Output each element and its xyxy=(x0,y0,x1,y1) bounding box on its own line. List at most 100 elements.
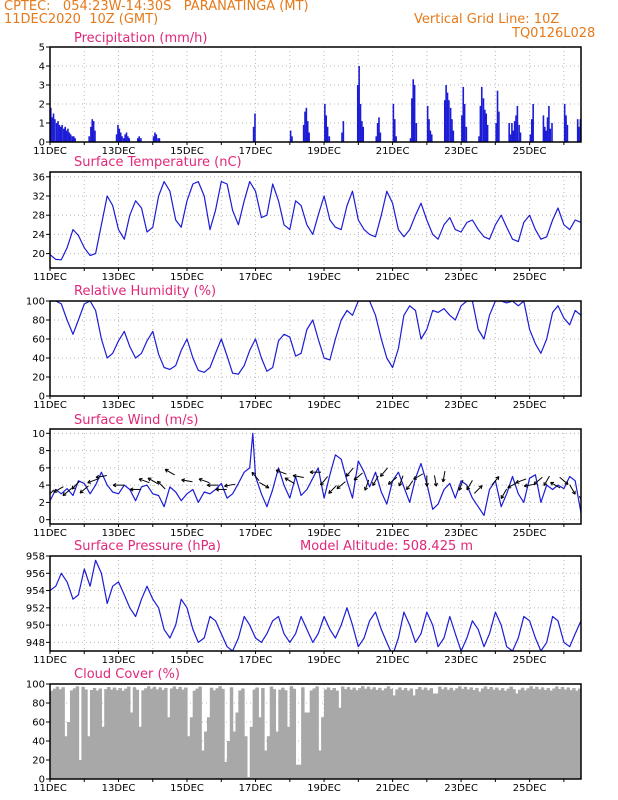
cloud-bar xyxy=(423,687,428,779)
cloud-bar xyxy=(557,689,562,779)
cloud-bar xyxy=(229,687,234,779)
x-tick-label: 19DEC xyxy=(307,783,341,794)
cloud-bar xyxy=(409,688,414,779)
wind-arrow-shaft xyxy=(491,476,500,486)
wind-arrow-shaft xyxy=(53,486,64,493)
wind-arrow xyxy=(345,467,354,477)
cloud-bar xyxy=(158,687,162,779)
header-station: CPTEC: 054:23W-14:30S PARANATINGA (MT) xyxy=(4,0,309,14)
cloud-bar xyxy=(537,689,542,779)
cloud-bar xyxy=(278,689,282,779)
wind-arrow-head xyxy=(292,473,297,477)
x-tick-label: 21DEC xyxy=(376,400,410,411)
cloud-bar xyxy=(269,686,274,779)
precip-bar xyxy=(302,124,305,142)
x-tick-label: 25DEC xyxy=(513,146,547,157)
series-line xyxy=(50,181,581,261)
precip-bar xyxy=(63,128,65,142)
precip-bar xyxy=(252,126,255,142)
cloud-bar xyxy=(372,687,376,779)
wind-arrow-shaft xyxy=(406,480,414,490)
wind-arrow xyxy=(466,480,473,491)
cloud-bar xyxy=(184,687,188,779)
wind-arrow-head xyxy=(112,483,117,486)
wind-arrow xyxy=(353,472,363,481)
precip-bar xyxy=(359,104,362,142)
precip-bar xyxy=(375,136,378,142)
wind-arrow-head xyxy=(523,483,528,487)
cloud-bar xyxy=(252,689,257,779)
wind-arrow xyxy=(433,475,438,487)
precip-bar xyxy=(496,90,499,142)
cloud-bar xyxy=(383,688,388,779)
cloud-bar xyxy=(495,687,499,779)
wind-arrow-shaft xyxy=(466,480,473,491)
precip-bar xyxy=(452,130,455,142)
cloud-bar xyxy=(292,688,297,779)
wind-arrow-head xyxy=(320,481,322,486)
cloud-bar xyxy=(255,687,259,779)
wind-arrow xyxy=(320,476,328,486)
cloud-bar xyxy=(92,687,97,779)
precip-bar xyxy=(328,136,331,142)
x-tick-label: 11DEC xyxy=(33,655,67,666)
precip-bar xyxy=(90,126,92,142)
precip-bar xyxy=(551,123,553,142)
wind-arrow-shaft xyxy=(198,478,210,484)
x-tick-label: 17DEC xyxy=(239,400,273,411)
wind-arrow-head xyxy=(533,480,536,485)
precip-bar xyxy=(138,136,140,142)
cloud-bar xyxy=(386,686,391,779)
wind-arrow-head xyxy=(458,486,460,491)
cloud-bar xyxy=(107,686,111,779)
precip-bar xyxy=(576,119,579,142)
precip-bar xyxy=(443,100,446,142)
wind-arrow xyxy=(413,473,424,480)
cloud-bar xyxy=(275,731,279,779)
wind-arrow-shaft xyxy=(157,480,166,490)
precip-bar xyxy=(549,128,552,142)
cloud-bar xyxy=(321,717,325,779)
wind-arrow-head xyxy=(433,483,437,487)
wind-arrow-shaft xyxy=(345,467,354,477)
precip-bar xyxy=(546,117,549,142)
x-tick-label: 21DEC xyxy=(376,783,410,794)
wind-arrow-head xyxy=(224,483,228,487)
precip-bar xyxy=(412,79,415,142)
cloud-bar xyxy=(443,687,448,779)
precip-bar xyxy=(465,126,468,142)
x-tick-label: 19DEC xyxy=(307,272,341,283)
precip-bar xyxy=(68,132,71,142)
panel-4 xyxy=(46,428,582,527)
x-tick-label: 13DEC xyxy=(102,400,136,411)
cloud-bar xyxy=(55,686,60,779)
x-tick-label: 17DEC xyxy=(239,655,273,666)
y-tick-label: 4 xyxy=(39,481,45,492)
precip-bar xyxy=(415,123,418,142)
precip-bar xyxy=(485,113,488,142)
precip-bar xyxy=(544,126,546,142)
wind-arrow-shaft xyxy=(50,489,55,495)
cloud-bar xyxy=(164,687,168,779)
x-tick-label: 25DEC xyxy=(513,528,547,539)
cloud-bar xyxy=(392,695,396,779)
wind-arrow xyxy=(309,470,321,475)
precip-bar xyxy=(118,128,121,142)
wind-arrow-shaft xyxy=(353,472,363,481)
cloud-bar xyxy=(526,688,531,779)
cloud-bar xyxy=(560,686,565,779)
wind-arrow-shaft xyxy=(569,484,576,495)
wind-arrow xyxy=(181,478,193,483)
cloud-bar xyxy=(52,688,57,779)
wind-arrow-shaft xyxy=(500,488,508,499)
cloud-bar xyxy=(72,688,77,779)
cloud-bar xyxy=(489,686,493,779)
wind-arrow-head xyxy=(157,480,161,483)
cloud-bar xyxy=(572,688,576,779)
y-tick-label: 60 xyxy=(32,718,45,729)
x-tick-label: 13DEC xyxy=(102,655,136,666)
cloud-bar xyxy=(67,722,71,779)
x-tick-label: 25DEC xyxy=(513,400,547,411)
wind-arrow xyxy=(53,486,64,493)
cloud-bar xyxy=(172,686,177,779)
